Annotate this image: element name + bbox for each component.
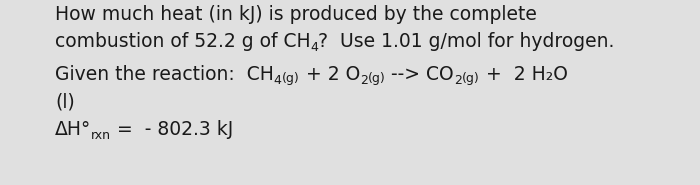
Text: ΔH°: ΔH° <box>55 120 91 139</box>
Text: rxn: rxn <box>91 129 111 142</box>
Text: 4: 4 <box>274 74 281 87</box>
Text: 2: 2 <box>454 74 462 87</box>
Text: (g): (g) <box>368 72 386 85</box>
Text: --> CO: --> CO <box>386 65 454 84</box>
Text: + 2 O: + 2 O <box>300 65 360 84</box>
Text: (l): (l) <box>55 93 75 112</box>
Text: 2: 2 <box>360 74 368 87</box>
Text: +  2 H₂O: + 2 H₂O <box>480 65 568 84</box>
Text: ?  Use 1.01 g/mol for hydrogen.: ? Use 1.01 g/mol for hydrogen. <box>318 32 615 51</box>
Text: =  - 802.3 kJ: = - 802.3 kJ <box>111 120 234 139</box>
Text: How much heat (in kJ) is produced by the complete: How much heat (in kJ) is produced by the… <box>55 5 537 24</box>
Text: Given the reaction:  CH: Given the reaction: CH <box>55 65 274 84</box>
Text: (g): (g) <box>281 72 300 85</box>
Text: 4: 4 <box>311 41 318 54</box>
Text: (g): (g) <box>462 72 480 85</box>
Text: combustion of 52.2 g of CH: combustion of 52.2 g of CH <box>55 32 311 51</box>
